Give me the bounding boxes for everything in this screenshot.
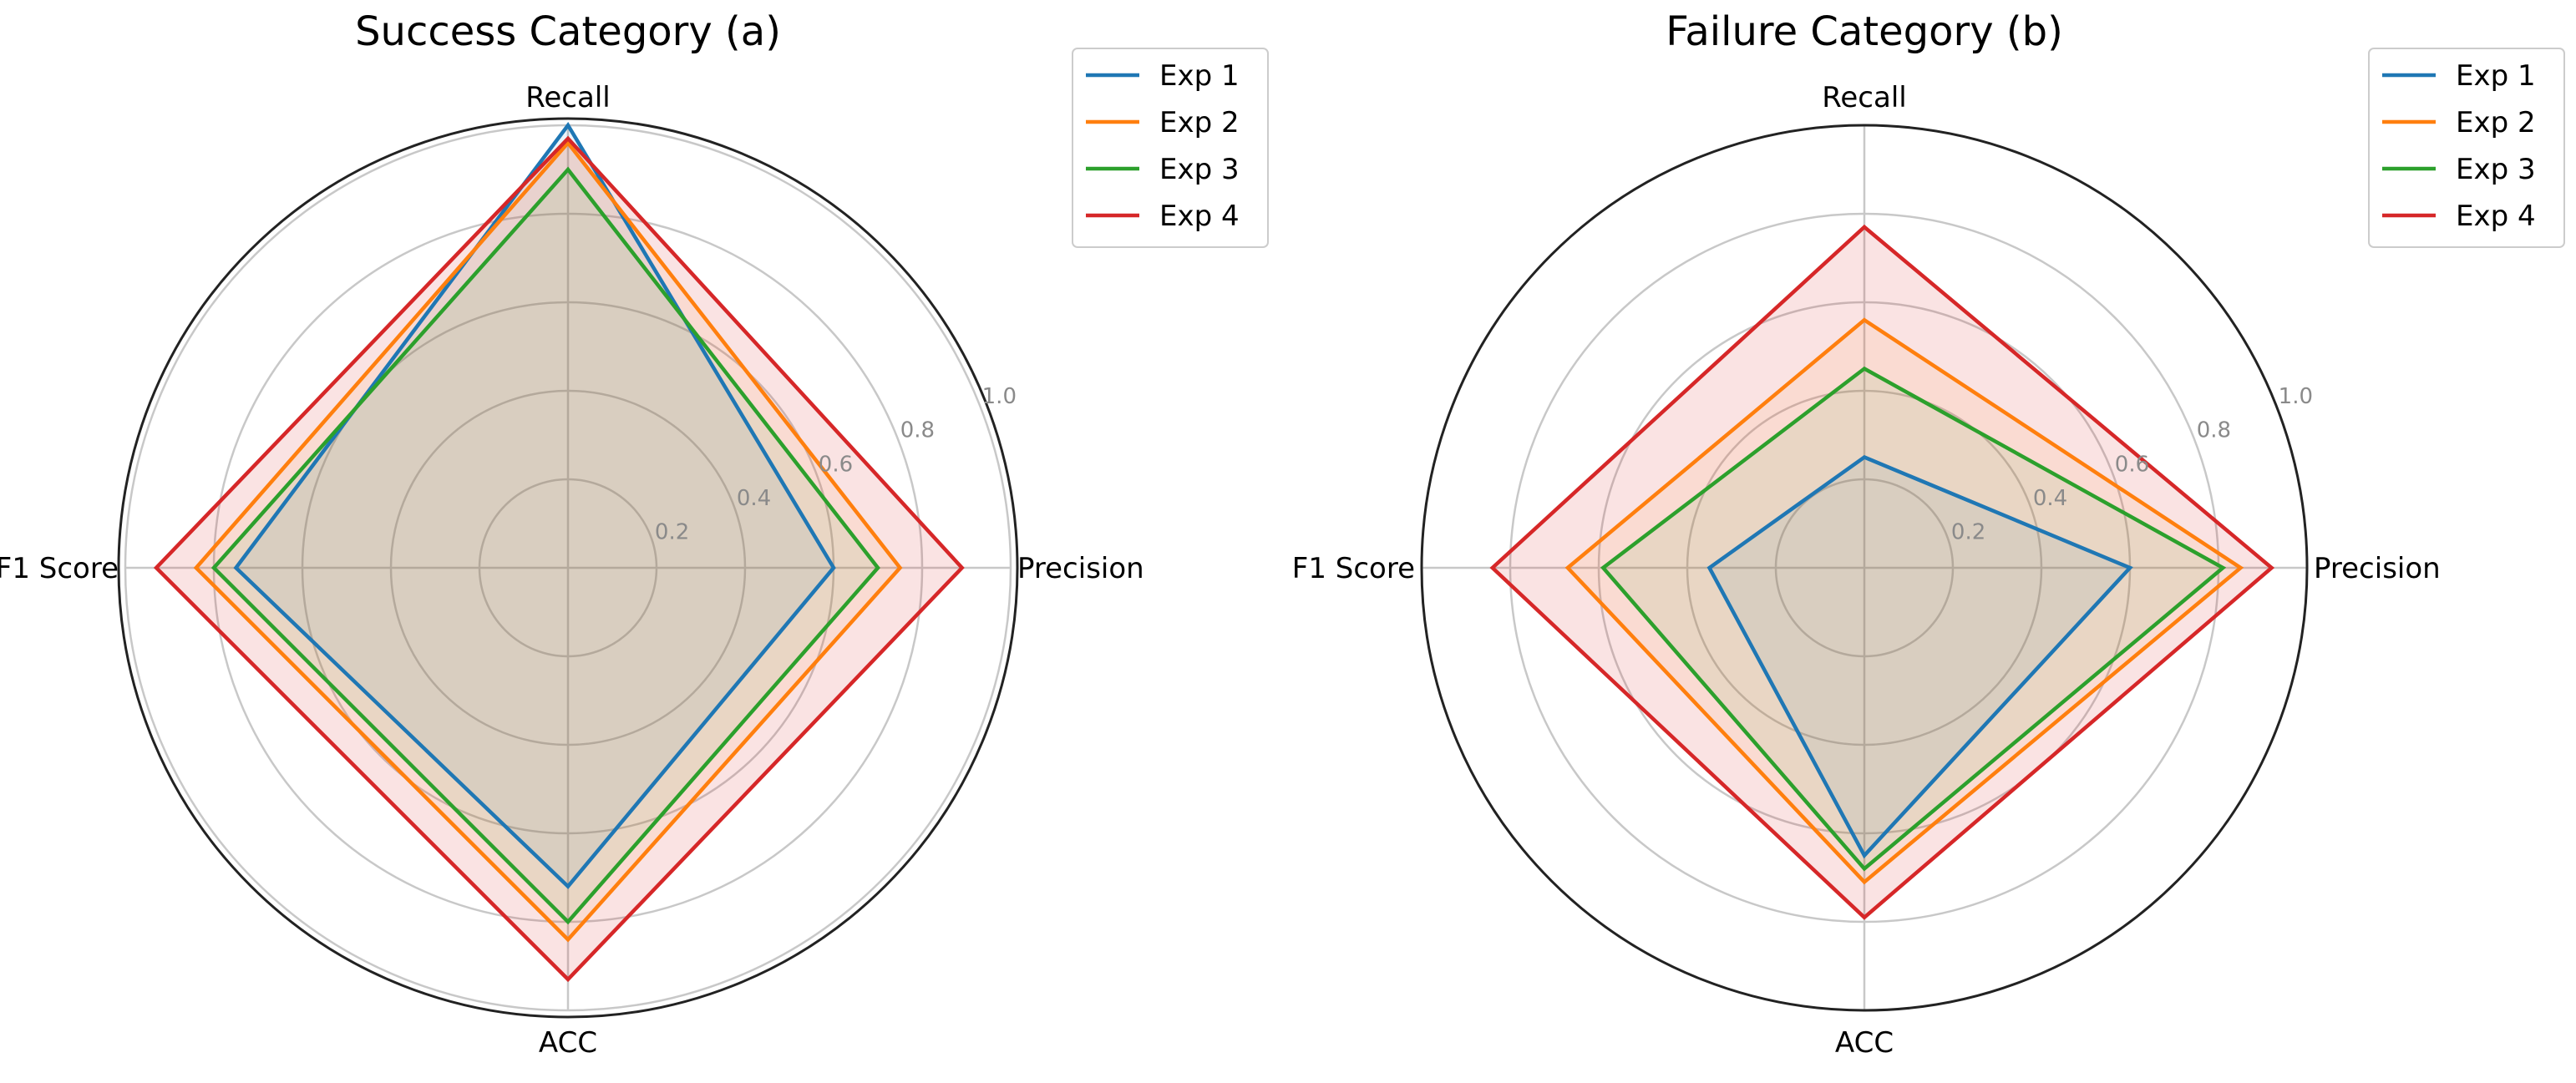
polar-spine — [117, 117, 1019, 1019]
series-fill-exp-2 — [195, 143, 900, 940]
legend: Exp 1 Exp 2 Exp 3 Exp 4 — [2368, 48, 2565, 248]
radial-tick-labels: 0.2 0.4 0.6 0.8 1.0 — [1951, 384, 2313, 544]
axis-label-precision: Precision — [2314, 552, 2441, 585]
series-fill-exp-1 — [1709, 457, 2130, 856]
legend-label-exp-2: Exp 2 — [1159, 106, 1240, 139]
axis-label-acc: ACC — [539, 1026, 597, 1060]
series-fill-exp-4 — [1492, 226, 2272, 918]
axis-label-precision: Precision — [1017, 552, 1144, 585]
r-tick-label: 0.2 — [655, 519, 689, 544]
axis-label-f1-score: F1 Score — [1292, 552, 1415, 585]
r-tick-label: 1.0 — [982, 384, 1017, 409]
axis-label-acc: ACC — [1835, 1026, 1894, 1060]
axis-label-f1-score: F1 Score — [0, 552, 119, 585]
r-tick-label: 0.8 — [2197, 418, 2231, 443]
r-tick-label: 0.8 — [900, 418, 935, 443]
series-lines — [153, 121, 965, 983]
legend-box — [1072, 48, 1269, 248]
legend-label-exp-4: Exp 4 — [1159, 200, 1240, 233]
legend-label-exp-1: Exp 1 — [1159, 59, 1240, 93]
axis-label-recall: Recall — [1822, 81, 1906, 114]
r-tick-label: 0.4 — [2033, 486, 2067, 511]
r-tick-label: 0.2 — [1951, 519, 1985, 544]
r-tick-label: 0.4 — [737, 486, 771, 511]
legend-label-exp-3: Exp 3 — [2456, 153, 2536, 186]
polar-spine — [1420, 124, 2309, 1012]
r-tick-label: 1.0 — [2279, 384, 2313, 409]
legend-label-exp-1: Exp 1 — [2456, 59, 2536, 93]
axis-labels: Recall Precision ACC F1 Score — [0, 81, 1144, 1060]
radar-grid — [1420, 124, 2309, 1012]
failure-radar-panel: Failure Category (b) Recall Precision AC… — [1292, 8, 2565, 1060]
radial-tick-labels: 0.2 0.4 0.6 0.8 1.0 — [655, 384, 1017, 544]
chart-title: Success Category (a) — [355, 8, 781, 55]
series-fill-exp-1 — [236, 125, 834, 887]
r-tick-label: 0.6 — [2115, 452, 2149, 477]
legend-label-exp-3: Exp 3 — [1159, 153, 1240, 186]
series-fill-exp-2 — [1567, 320, 2241, 883]
legend-label-exp-4: Exp 4 — [2456, 200, 2536, 233]
axis-labels: Recall Precision ACC F1 Score — [1292, 81, 2441, 1060]
legend-label-exp-2: Exp 2 — [2456, 106, 2536, 139]
r-tick-label: 0.6 — [819, 452, 853, 477]
success-radar-panel: Success Category (a) Recall Precision AC… — [0, 8, 1269, 1060]
axis-label-recall: Recall — [525, 81, 610, 114]
series-lines — [1489, 224, 2275, 920]
legend: Exp 1 Exp 2 Exp 3 Exp 4 — [1072, 48, 1269, 248]
legend-box — [2368, 48, 2565, 248]
chart-title: Failure Category (b) — [1666, 8, 2063, 55]
